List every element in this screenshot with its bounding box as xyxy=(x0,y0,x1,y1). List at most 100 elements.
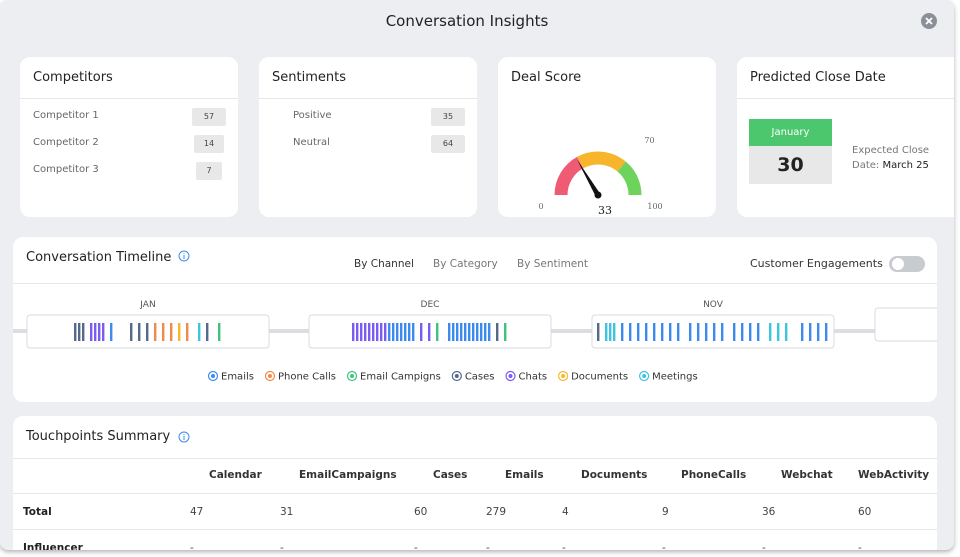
legend-icon xyxy=(207,370,219,382)
close-date-card: Predicted Close Date January 30 Expected… xyxy=(737,57,954,217)
timeline-bar xyxy=(785,323,788,341)
timeline-bar xyxy=(456,323,459,341)
cell: 60 xyxy=(414,506,428,518)
timeline-bar xyxy=(74,323,77,341)
legend-label: Phone Calls xyxy=(278,372,336,383)
expected-date: March 25 xyxy=(882,160,929,171)
column-header: Documents xyxy=(581,469,648,481)
timeline-tab[interactable]: By Category xyxy=(433,258,498,270)
cell: 279 xyxy=(486,506,507,518)
timeline-bar xyxy=(436,323,439,341)
dialog-title: Conversation Insights xyxy=(385,12,549,30)
timeline-bar xyxy=(360,323,363,341)
timeline-bar xyxy=(825,323,828,341)
competitor-name: Competitor 1 xyxy=(33,110,99,121)
timeline-bar xyxy=(364,323,367,341)
timeline-bar xyxy=(372,323,375,341)
column-header: Webchat xyxy=(781,469,833,481)
timeline-bar xyxy=(98,323,101,341)
timeline-bar xyxy=(713,323,716,341)
timeline-bar xyxy=(597,323,600,341)
gauge-value: 33 xyxy=(598,204,612,217)
toggle[interactable] xyxy=(888,255,926,273)
timeline-bar xyxy=(82,323,85,341)
timeline-bar xyxy=(170,323,173,341)
column-header: WebActivity xyxy=(858,469,930,481)
day: 30 xyxy=(749,146,832,184)
legend-label: Chats xyxy=(519,372,548,383)
cell: - xyxy=(280,542,284,550)
card-title: Sentiments xyxy=(272,70,346,85)
timeline-bar xyxy=(769,323,772,341)
column-header: EmailCampaigns xyxy=(299,469,397,481)
sentiment-count: 64 xyxy=(431,135,465,153)
legend-label: Meetings xyxy=(652,372,698,383)
gauge-tick-label: 100 xyxy=(647,202,662,211)
info-icon[interactable] xyxy=(178,431,191,444)
timeline-bar xyxy=(384,323,387,341)
timeline-bar xyxy=(186,323,189,341)
cell: - xyxy=(190,542,194,550)
divider xyxy=(20,98,238,99)
legend-dot xyxy=(508,374,513,378)
cell: - xyxy=(858,542,862,550)
legend-icon xyxy=(639,370,650,382)
timeline-bar xyxy=(218,323,221,341)
timeline-month: NOV xyxy=(703,300,724,310)
timeline-bar xyxy=(146,323,149,341)
cell: - xyxy=(486,542,490,550)
cell: - xyxy=(662,542,666,550)
legend-dot xyxy=(561,374,566,378)
column-header: Emails xyxy=(505,469,544,481)
cell: 36 xyxy=(762,506,776,518)
divider xyxy=(13,493,937,494)
timeline-bar xyxy=(741,323,744,341)
touchpoints-card: Touchpoints Summary Calendar EmailCampaig… xyxy=(13,416,937,550)
timeline-bar xyxy=(496,323,499,341)
timeline-bar xyxy=(488,323,491,341)
timeline-bar xyxy=(154,323,157,341)
timeline-bar xyxy=(809,323,812,341)
legend-icon xyxy=(264,370,276,382)
timeline-bar xyxy=(605,323,608,341)
column-header: Calendar xyxy=(209,469,262,481)
gauge: 0 70 100 33 xyxy=(538,136,662,217)
timeline-bar xyxy=(637,323,640,341)
timeline-bar xyxy=(110,323,113,341)
gauge-tick-label: 70 xyxy=(644,136,654,145)
info-icon[interactable] xyxy=(178,250,191,263)
divider xyxy=(13,529,937,530)
close-button[interactable] xyxy=(920,12,938,30)
timeline-bar xyxy=(412,323,415,341)
cell: 4 xyxy=(562,506,569,518)
timeline-bar xyxy=(380,323,383,341)
timeline-bar xyxy=(162,323,165,341)
sentiments-card: Sentiments Positive 35 Neutral 64 xyxy=(259,57,477,217)
timeline-tab[interactable]: By Channel xyxy=(354,258,414,270)
needle-hub xyxy=(594,191,602,199)
cell: - xyxy=(762,542,766,550)
timeline-month: JAN xyxy=(139,300,155,310)
expected-label: Expected Close Date: xyxy=(852,145,930,171)
legend-dot xyxy=(454,374,459,378)
row-label: Total xyxy=(23,506,52,518)
timeline-tab[interactable]: By Sentiment xyxy=(517,258,589,270)
legend-icon xyxy=(451,370,462,382)
timeline-bar xyxy=(130,323,133,341)
timeline-bar xyxy=(78,323,81,341)
card-title: Deal Score xyxy=(511,70,582,85)
gauge-segment xyxy=(577,151,626,172)
legend-label: Emails xyxy=(221,372,254,383)
legend-dot xyxy=(350,374,355,378)
timeline-bar xyxy=(609,323,612,341)
competitor-count: 7 xyxy=(196,162,222,180)
timeline-bar xyxy=(705,323,708,341)
cell: 31 xyxy=(280,506,294,518)
timeline-card: Conversation Timeline Customer Engagemen… xyxy=(13,237,937,402)
card-title: Touchpoints Summary xyxy=(26,429,171,444)
timeline-bar xyxy=(653,323,656,341)
timeline-bar xyxy=(661,323,664,341)
legend-icon xyxy=(557,370,569,382)
card-title: Conversation Timeline xyxy=(26,250,172,265)
timeline-group xyxy=(874,307,937,342)
